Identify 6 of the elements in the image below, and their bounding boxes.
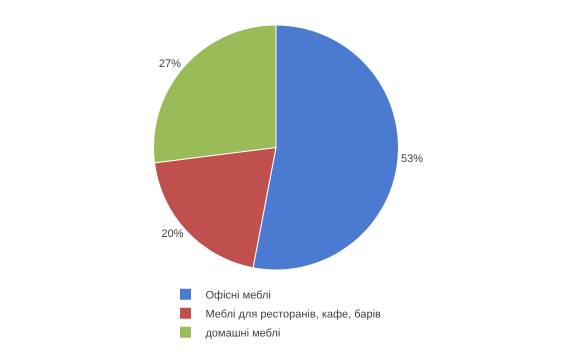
legend-label: Офісні меблі	[206, 290, 271, 302]
data-label: 27%	[158, 58, 182, 70]
legend-label: домашні меблі	[206, 328, 280, 340]
data-label: 20%	[161, 228, 184, 240]
data-label: 53%	[400, 153, 424, 166]
legend-label: Меблі для ресторанів, кафе, барів	[206, 308, 382, 321]
